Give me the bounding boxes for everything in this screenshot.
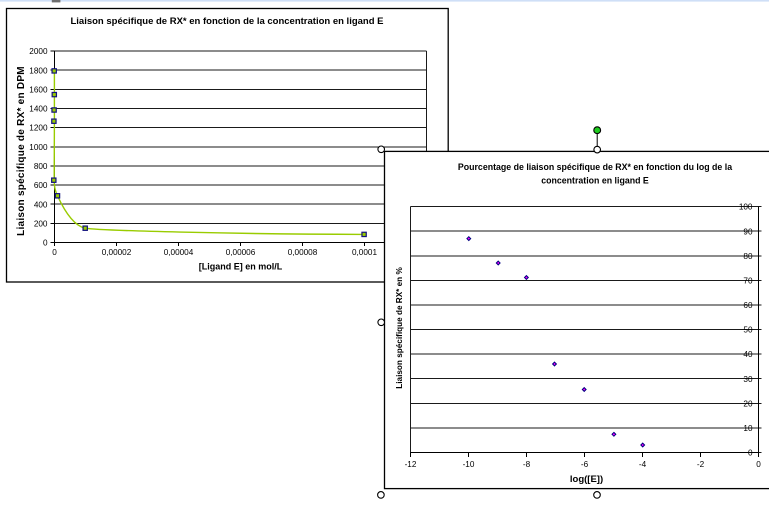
svg-text:0,00008: 0,00008 [288, 248, 318, 257]
svg-text:-8: -8 [523, 460, 531, 469]
svg-text:0: 0 [43, 239, 48, 248]
svg-text:0: 0 [756, 460, 761, 469]
svg-text:400: 400 [34, 200, 48, 209]
svg-text:1600: 1600 [29, 85, 48, 94]
svg-text:70: 70 [743, 276, 753, 285]
svg-text:1000: 1000 [29, 143, 48, 152]
svg-text:30: 30 [743, 375, 753, 384]
svg-text:0: 0 [52, 248, 57, 257]
svg-text:[Ligand E] en mol/L: [Ligand E] en mol/L [199, 261, 283, 271]
svg-text:60: 60 [743, 301, 753, 310]
svg-text:1400: 1400 [29, 105, 48, 114]
svg-text:90: 90 [743, 227, 753, 236]
svg-text:0,00006: 0,00006 [226, 248, 256, 257]
svg-text:-6: -6 [581, 460, 589, 469]
svg-text:40: 40 [743, 350, 753, 359]
svg-text:0,00004: 0,00004 [164, 248, 194, 257]
svg-text:-4: -4 [639, 460, 647, 469]
svg-text:0,00002: 0,00002 [102, 248, 132, 257]
svg-text:Liaison spécifique de RX* en f: Liaison spécifique de RX* en fonction de… [70, 16, 383, 27]
svg-text:-10: -10 [463, 460, 475, 469]
svg-text:1200: 1200 [29, 124, 48, 133]
svg-text:600: 600 [34, 181, 48, 190]
svg-text:Pourcentage de liaison spécifi: Pourcentage de liaison spécifique de RX*… [458, 162, 732, 172]
svg-text:10: 10 [743, 424, 753, 433]
svg-text:1800: 1800 [29, 66, 48, 75]
svg-text:Liaison spécifique de RX* en %: Liaison spécifique de RX* en % [395, 267, 404, 389]
svg-text:concentration en ligand E: concentration en ligand E [541, 176, 649, 186]
svg-text:log([E]): log([E]) [570, 474, 603, 485]
svg-text:-2: -2 [697, 460, 705, 469]
svg-text:-12: -12 [405, 460, 417, 469]
svg-text:20: 20 [743, 399, 753, 408]
svg-text:50: 50 [743, 326, 753, 335]
svg-text:Liaison spécifique de RX* en D: Liaison spécifique de RX* en DPM [16, 66, 27, 236]
svg-text:200: 200 [34, 219, 48, 228]
svg-text:100: 100 [739, 203, 753, 212]
svg-text:0: 0 [748, 449, 753, 458]
svg-text:80: 80 [743, 252, 753, 261]
svg-text:2000: 2000 [29, 47, 48, 56]
svg-text:800: 800 [34, 162, 48, 171]
svg-text:0,0001: 0,0001 [352, 248, 377, 257]
